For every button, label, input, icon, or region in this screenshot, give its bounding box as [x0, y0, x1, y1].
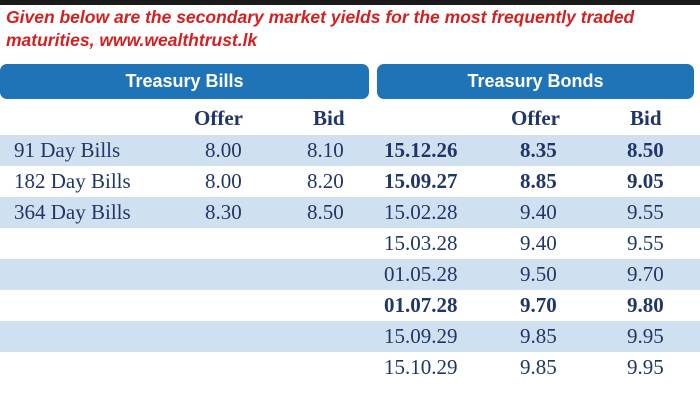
- bill-offer: 8.30: [205, 200, 242, 224]
- bill-name: 91 Day Bills: [14, 138, 121, 162]
- bond-bid: 9.55: [627, 200, 664, 224]
- bond-offer: 9.85: [520, 355, 557, 379]
- bond-offer: 9.40: [520, 231, 557, 255]
- table-row: 01.05.28 9.50 9.70: [0, 259, 700, 290]
- bill-offer: 8.00: [205, 138, 242, 162]
- bond-bid: 9.70: [627, 262, 664, 286]
- bond-bid: 9.95: [627, 324, 664, 348]
- table-row: 15.03.28 9.40 9.55: [0, 228, 700, 259]
- table-row: 15.10.29 9.85 9.95: [0, 352, 700, 383]
- bond-maturity: 15.12.26: [384, 138, 458, 162]
- bill-bid: 8.50: [307, 200, 344, 224]
- bond-offer: 8.35: [520, 138, 557, 162]
- bond-maturity: 15.09.27: [384, 169, 458, 193]
- caption-text: Given below are the secondary market yie…: [6, 7, 635, 50]
- treasury-bills-header: Treasury Bills: [0, 64, 369, 99]
- table-row: 15.09.29 9.85 9.95: [0, 321, 700, 352]
- header-gap: [369, 64, 377, 99]
- bond-offer: 9.70: [520, 293, 557, 317]
- bonds-offer-heading: Offer: [511, 106, 560, 130]
- treasury-bonds-header: Treasury Bonds: [377, 64, 694, 99]
- column-subheader-row: Offer Bid Offer Bid: [0, 100, 700, 134]
- bond-maturity: 15.03.28: [384, 231, 458, 255]
- bill-offer: 8.00: [205, 169, 242, 193]
- bill-name: 182 Day Bills: [14, 169, 131, 193]
- bond-offer: 9.50: [520, 262, 557, 286]
- bond-maturity: 01.05.28: [384, 262, 458, 286]
- bond-offer: 8.85: [520, 169, 557, 193]
- bill-name: 364 Day Bills: [14, 200, 131, 224]
- bond-bid: 9.80: [627, 293, 664, 317]
- bond-offer: 9.40: [520, 200, 557, 224]
- top-border: [0, 0, 700, 5]
- table-row: 182 Day Bills 8.00 8.20 15.09.27 8.85 9.05: [0, 166, 700, 197]
- bond-bid: 9.55: [627, 231, 664, 255]
- table-row: 364 Day Bills 8.30 8.50 15.02.28 9.40 9.55: [0, 197, 700, 228]
- bond-bid: 8.50: [627, 138, 664, 162]
- table-row: 01.07.28 9.70 9.80: [0, 290, 700, 321]
- bill-bid: 8.10: [307, 138, 344, 162]
- bond-maturity: 15.10.29: [384, 355, 458, 379]
- bill-bid: 8.20: [307, 169, 344, 193]
- bond-bid: 9.95: [627, 355, 664, 379]
- bond-offer: 9.85: [520, 324, 557, 348]
- bond-maturity: 01.07.28: [384, 293, 458, 317]
- bond-maturity: 15.09.29: [384, 324, 458, 348]
- bonds-bid-heading: Bid: [630, 106, 662, 130]
- bond-bid: 9.05: [627, 169, 664, 193]
- bond-maturity: 15.02.28: [384, 200, 458, 224]
- bills-bid-heading: Bid: [313, 106, 345, 130]
- table-row: 91 Day Bills 8.00 8.10 15.12.26 8.35 8.50: [0, 135, 700, 166]
- bills-offer-heading: Offer: [194, 106, 243, 130]
